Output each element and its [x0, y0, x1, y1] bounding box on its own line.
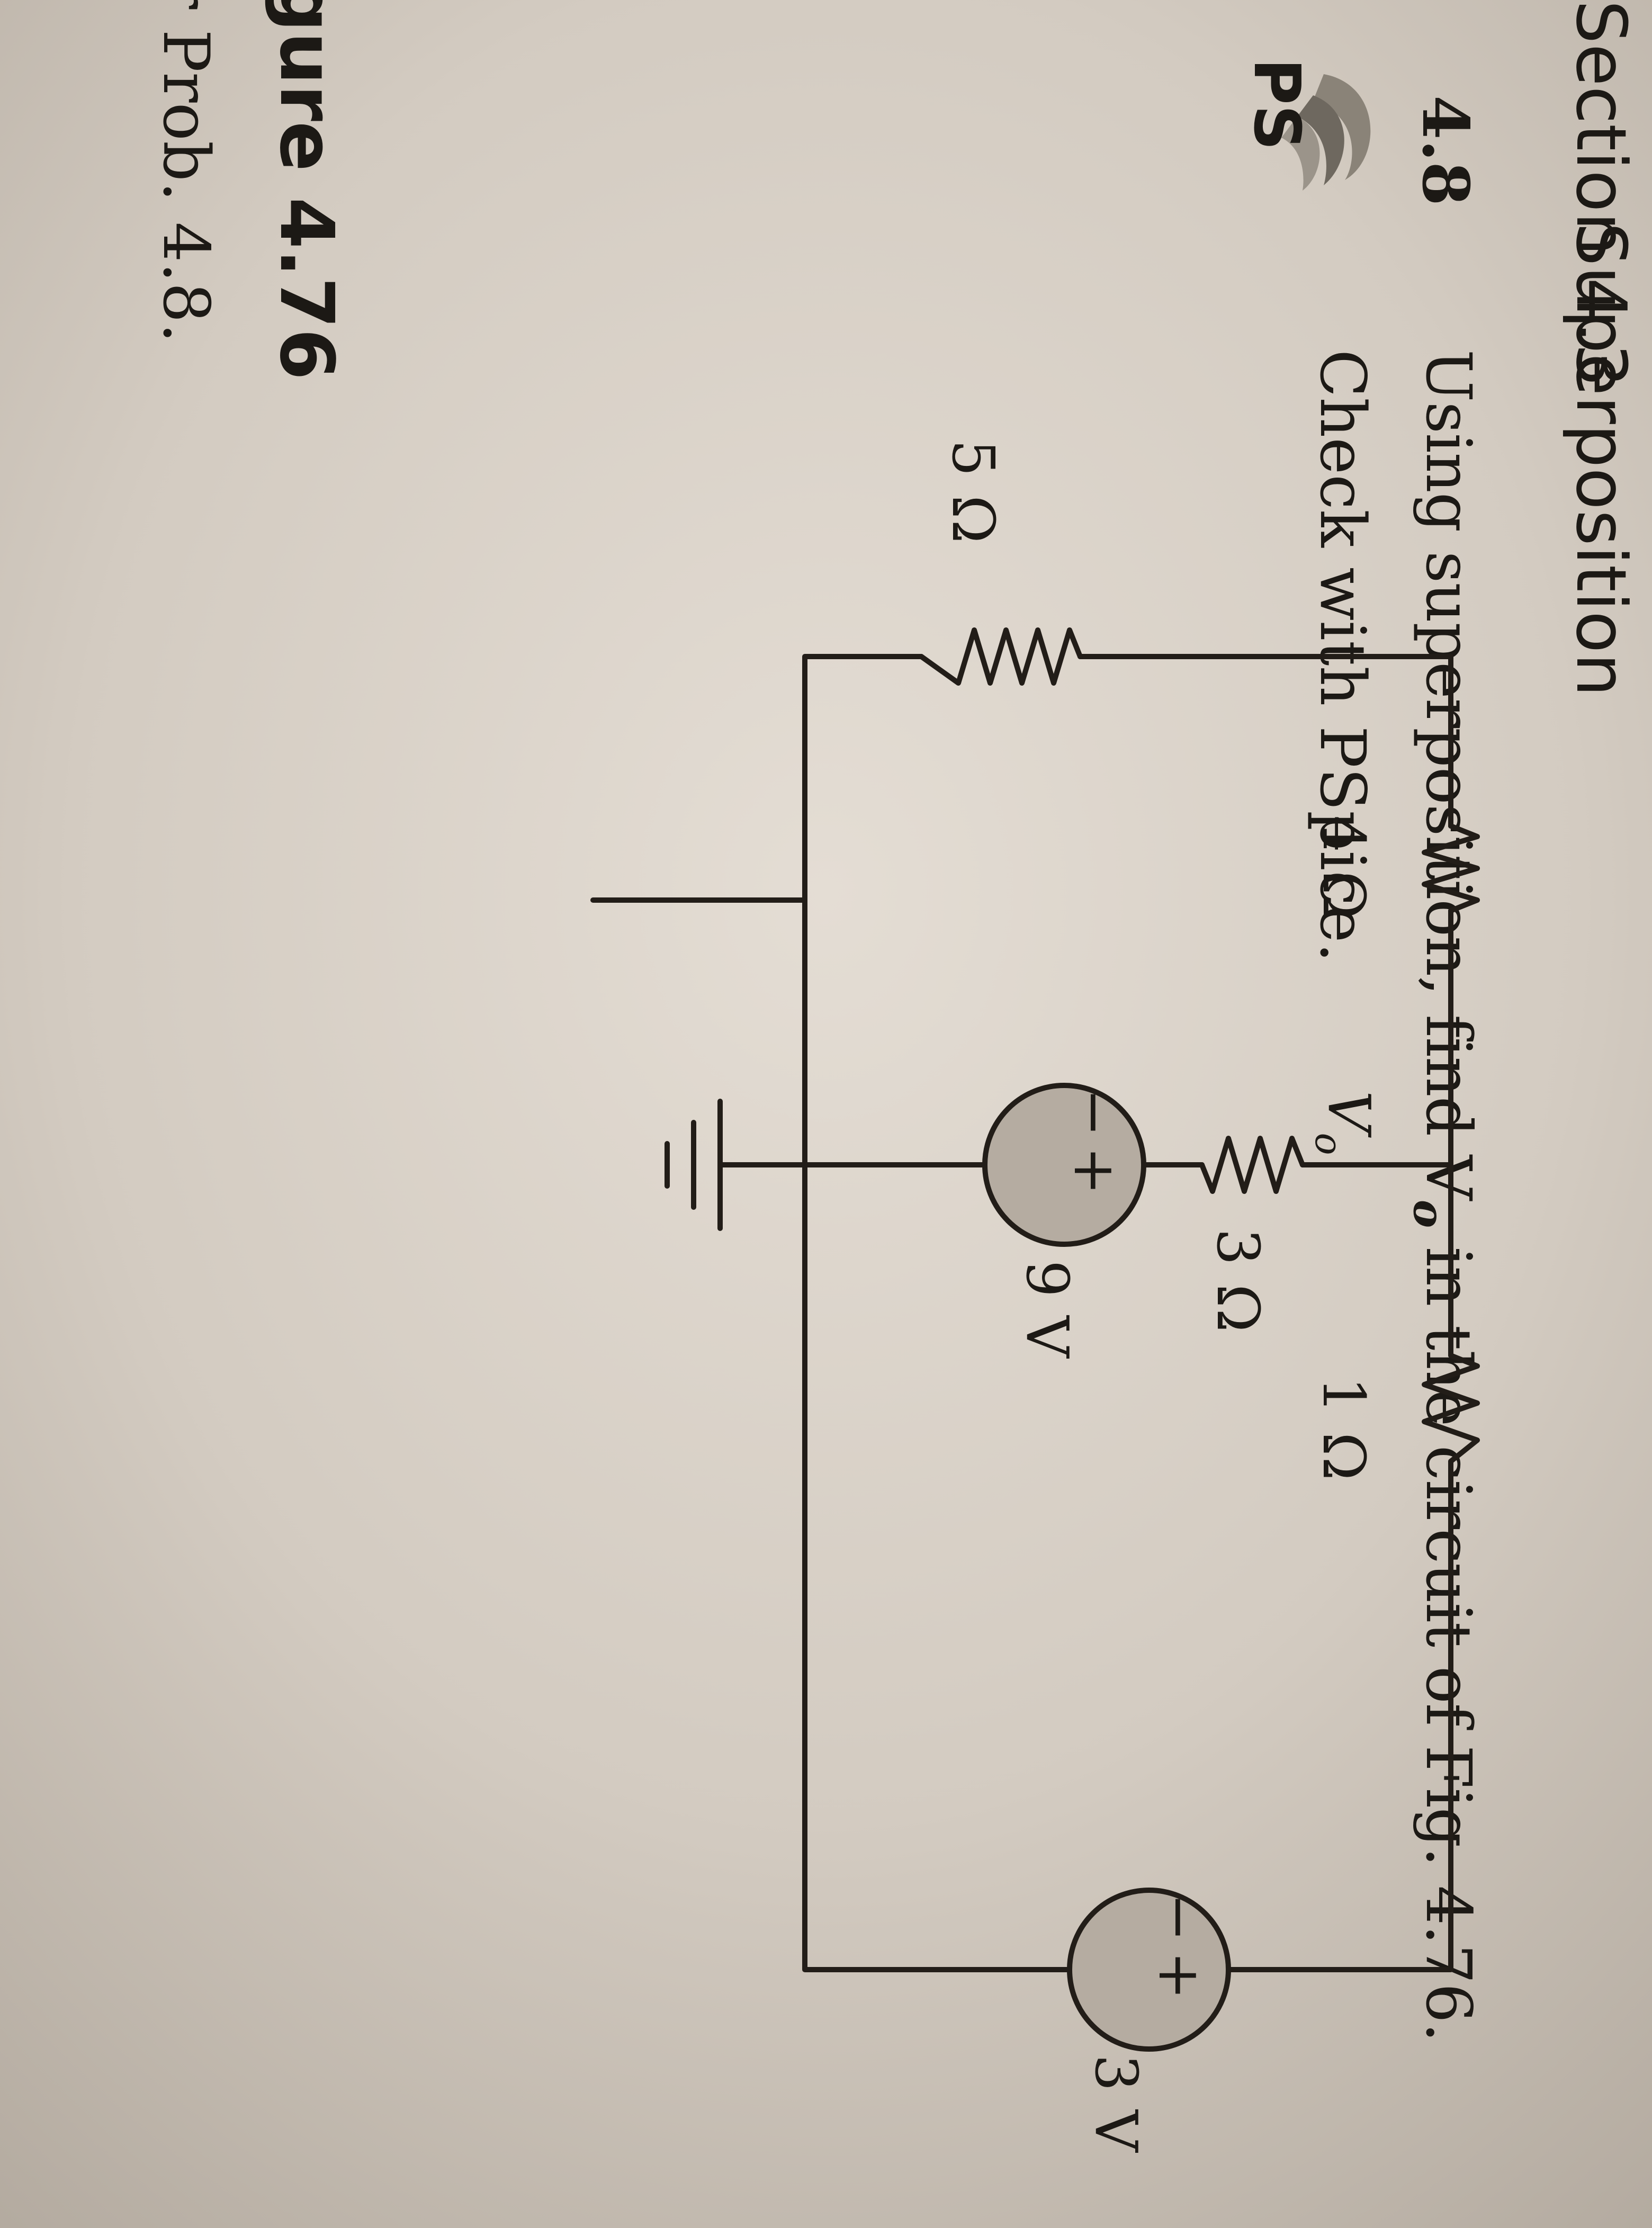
source-3v-plus: + — [1146, 1951, 1214, 2000]
figure-caption: r Prob. 4.8. — [149, 0, 222, 343]
resistor-r3-label: 3 Ω — [1204, 1228, 1272, 1332]
resistor-r2-label: 1 Ω — [1310, 1377, 1378, 1480]
resistor-r4 — [919, 627, 1083, 686]
resistor-r1 — [1422, 823, 1480, 913]
voltage-source-3v — [1067, 1888, 1231, 2052]
wire-top-right — [1226, 1459, 1453, 1972]
pspice-icon — [1281, 74, 1371, 191]
node-vo-label: Vo — [1307, 1091, 1383, 1155]
voltage-source-9v — [982, 1083, 1146, 1247]
source-3v-label: 3 V — [1082, 2054, 1150, 2153]
resistor-r3 — [1199, 1136, 1305, 1194]
source-3v-minus: − — [1146, 1893, 1214, 1942]
source-9v-minus: − — [1061, 1088, 1129, 1137]
wire-top-left — [1078, 654, 1453, 829]
source-9v-label: 9 V — [1013, 1260, 1081, 1359]
figure-label: gure 4.76 — [263, 0, 349, 381]
resistor-r4-label: 5 Ω — [939, 439, 1007, 543]
resistor-r2 — [1422, 1353, 1480, 1464]
node-vo-v: V — [1315, 1091, 1383, 1138]
resistor-r1-label: 4 Ω — [1310, 815, 1378, 919]
source-9v-plus: + — [1061, 1146, 1129, 1195]
node-vo-sub: o — [1307, 1133, 1350, 1155]
wire-bottom — [590, 654, 1072, 1972]
